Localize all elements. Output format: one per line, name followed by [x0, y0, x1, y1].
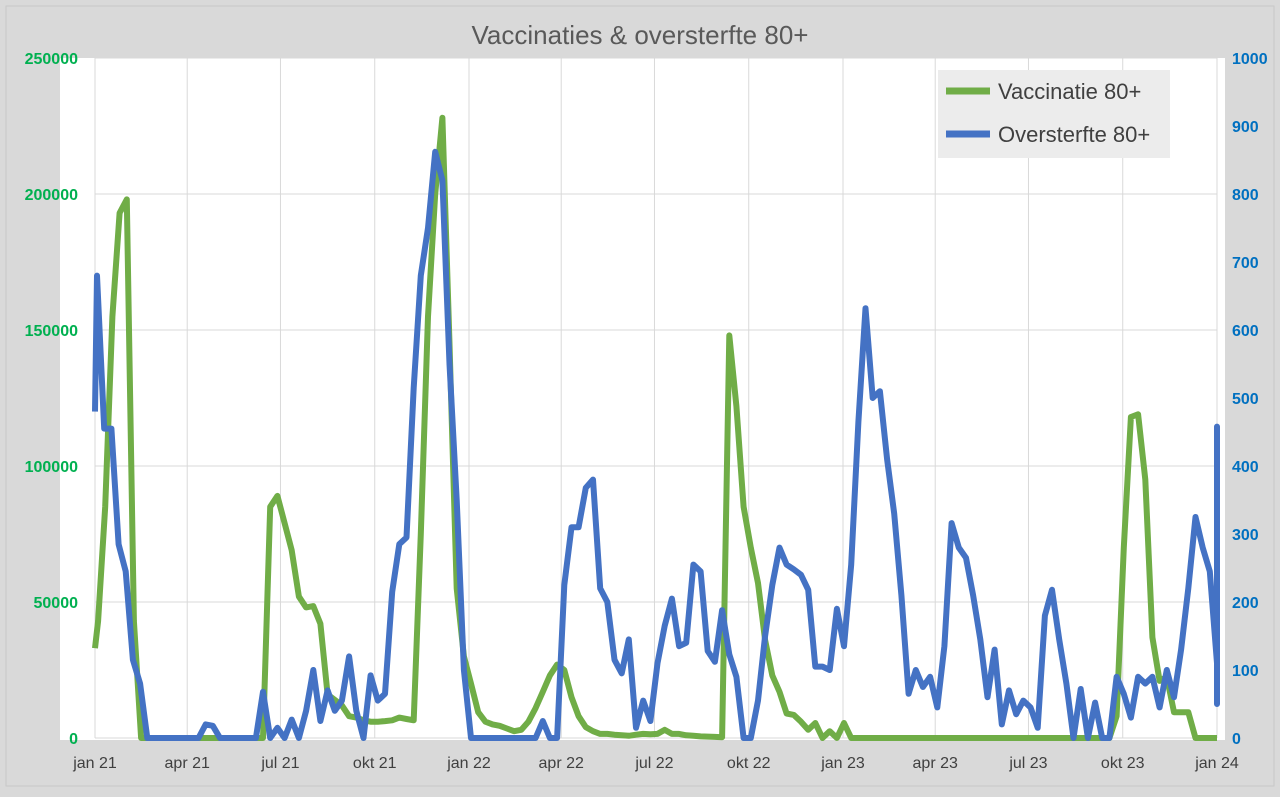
x-tick-label: okt 22	[727, 755, 771, 772]
y-right-tick-label: 900	[1232, 119, 1259, 136]
y-right-tick-label: 100	[1232, 663, 1259, 680]
y-right-tick-label: 1000	[1232, 51, 1268, 68]
x-tick-label: okt 21	[353, 755, 397, 772]
y-left-tick-label: 0	[69, 731, 78, 748]
plot-area	[60, 58, 1225, 740]
y-right-tick-label: 600	[1232, 323, 1259, 340]
y-left-tick-label: 50000	[34, 595, 79, 612]
x-tick-label: apr 22	[539, 755, 584, 772]
legend-label-oversterfte: Oversterfte 80+	[998, 122, 1150, 147]
y-right-tick-label: 500	[1232, 391, 1259, 408]
legend-box	[938, 70, 1170, 158]
y-left-tick-label: 150000	[25, 323, 78, 340]
legend-label-vaccinatie: Vaccinatie 80+	[998, 79, 1141, 104]
chart-title: Vaccinaties & oversterfte 80+	[472, 20, 809, 50]
y-right-tick-label: 300	[1232, 527, 1259, 544]
y-left-tick-label: 200000	[25, 187, 78, 204]
x-tick-label: jul 23	[1008, 755, 1047, 772]
x-tick-label: apr 21	[165, 755, 210, 772]
x-tick-label: jan 21	[72, 755, 117, 772]
y-right-tick-label: 800	[1232, 187, 1259, 204]
y-left-tick-label: 250000	[25, 51, 78, 68]
x-tick-label: jan 24	[1194, 755, 1239, 772]
series-lines	[92, 114, 1220, 741]
x-tick-label: jan 23	[820, 755, 865, 772]
axes: 0 50000 100000 150000 200000 250000 0 100 200 300…	[25, 51, 1268, 772]
legend: Vaccinatie 80+ Oversterfte 80+	[938, 70, 1170, 158]
series-line-oversterfte	[92, 148, 1220, 741]
x-tick-label: jul 21	[260, 755, 299, 772]
x-tick-label: jan 22	[446, 755, 491, 772]
x-tick-label: jul 22	[634, 755, 673, 772]
y-right-tick-label: 700	[1232, 255, 1259, 272]
y-right-tick-label: 0	[1232, 731, 1241, 748]
y-left-tick-label: 100000	[25, 459, 78, 476]
y-right-tick-label: 400	[1232, 459, 1259, 476]
x-tick-label: okt 23	[1101, 755, 1145, 772]
y-right-tick-label: 200	[1232, 595, 1259, 612]
x-tick-label: apr 23	[913, 755, 958, 772]
